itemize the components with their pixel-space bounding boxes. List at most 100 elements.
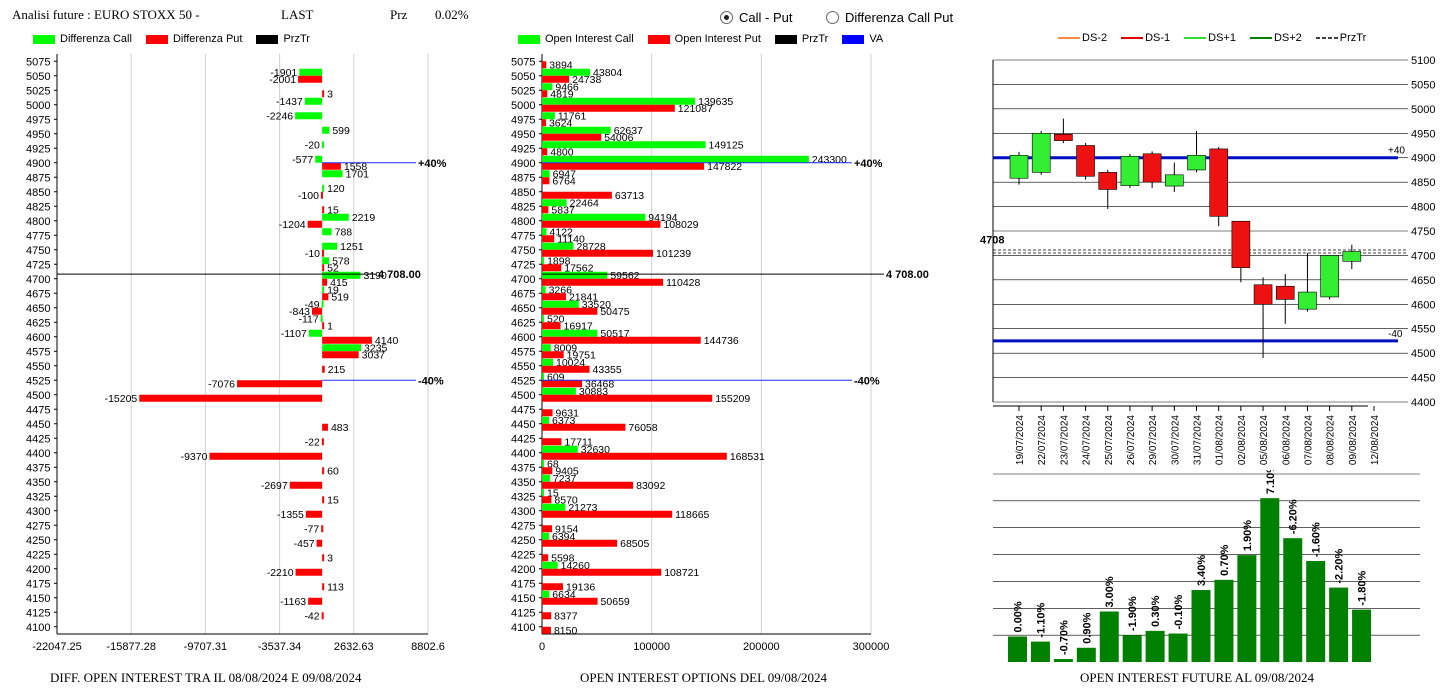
- bar-value-label: 519: [331, 291, 349, 303]
- put-bar: [322, 365, 325, 373]
- oi-bar: [1329, 587, 1349, 662]
- strike-label: 5000: [511, 100, 535, 112]
- put-bar: [542, 235, 555, 243]
- put-bar: [542, 162, 705, 170]
- call-bar: [542, 112, 555, 120]
- put-bar: [542, 307, 598, 315]
- put-bar: [322, 264, 325, 272]
- oi-bar: [1076, 647, 1096, 662]
- call-bar: [542, 286, 546, 294]
- strike-label: 5000: [26, 100, 50, 112]
- call-bar: [542, 329, 598, 337]
- bar-value-label: 11761: [558, 110, 587, 122]
- diff-oi-chart: -22047.25 -15877.28 -9707.31 -3537.34 2632.6…: [26, 54, 447, 653]
- call-swatch: [33, 34, 55, 44]
- bar-value-label: -577: [292, 154, 313, 166]
- strike-label: 4400: [511, 448, 535, 460]
- radio-off-icon: [826, 11, 839, 24]
- legend-left: Differenza Call Differenza Put PrzTr: [33, 33, 324, 45]
- put-bar: [320, 191, 323, 199]
- bar-value-label: 19: [327, 284, 339, 296]
- put-bar: [139, 394, 323, 402]
- prztr-label: 4708: [980, 235, 1004, 247]
- oi-bar-label: 0.30%: [1150, 595, 1162, 626]
- strike-label: 4675: [511, 288, 535, 300]
- legend-prztr-left: PrzTr: [256, 33, 310, 45]
- bar-value-label: -1107: [281, 328, 307, 340]
- oi-bar: [1214, 579, 1234, 662]
- radio-call-put[interactable]: Call - Put: [720, 10, 792, 25]
- bar-value-label: 1701: [346, 168, 370, 180]
- put-bar: [542, 568, 662, 576]
- bar-value-label: 24738: [572, 74, 601, 86]
- bar-value-label: -100: [298, 190, 319, 202]
- call-bar: [542, 257, 545, 265]
- legend-prztr-right-label: PrzTr: [1339, 32, 1367, 44]
- date-label: 09/08/2024: [1348, 415, 1359, 465]
- oi-bar: [1191, 590, 1211, 662]
- radio-differenza[interactable]: Differenza Call Put: [826, 10, 953, 25]
- y-tick-label: 5000: [1411, 104, 1435, 116]
- strike-label: 4675: [26, 288, 50, 300]
- va-label: +40: [1388, 146, 1405, 157]
- strike-label: 4300: [26, 506, 50, 518]
- put-bar: [322, 336, 372, 344]
- put-bar: [209, 452, 323, 460]
- oi-bar-label: -1.80%: [1357, 571, 1369, 606]
- strike-label: 4650: [26, 303, 50, 315]
- strike-label: 4500: [26, 390, 50, 402]
- oi-bar-label: -2.20%: [1334, 549, 1346, 584]
- bar-value-label: -10: [305, 248, 320, 260]
- put-bar: [542, 496, 552, 504]
- strike-label: 4725: [511, 259, 535, 271]
- put-bar: [312, 307, 323, 315]
- call-bar: [542, 68, 591, 76]
- put-bar: [542, 293, 566, 301]
- bar-value-label: 1: [327, 320, 333, 332]
- strike-label: 4875: [511, 172, 535, 184]
- strike-label: 4775: [511, 230, 535, 242]
- put-bar: [542, 351, 564, 359]
- strike-label: 4225: [511, 549, 535, 561]
- put-bar: [322, 583, 325, 591]
- x-tick-label: 0: [539, 641, 545, 653]
- bar-value-label: 54006: [604, 132, 633, 144]
- put-bar: [542, 336, 701, 344]
- strike-label: 4550: [26, 361, 50, 373]
- oi-bar: [1283, 538, 1303, 662]
- footer-left-title: DIFF. OPEN INTEREST TRA IL 08/08/2024 E …: [50, 670, 362, 685]
- strike-label: 5050: [511, 71, 535, 83]
- oi-bar: [1168, 633, 1188, 662]
- call-bar: [542, 489, 544, 497]
- date-label: 23/07/2024: [1059, 415, 1070, 465]
- x-tick-label: 2632.63: [334, 641, 374, 653]
- prztr-label: 4 708.00: [378, 269, 421, 281]
- call-bar: [321, 141, 324, 149]
- oi-bar-label: 0.00%: [1013, 601, 1025, 632]
- oi-bar: [1053, 659, 1073, 662]
- put-bar: [322, 249, 325, 257]
- call-bar: [542, 590, 550, 598]
- strike-label: 4100: [26, 622, 50, 634]
- x-tick-label: -22047.25: [32, 641, 82, 653]
- bar-value-label: 11140: [557, 233, 585, 245]
- call-bar: [542, 126, 611, 134]
- put-bar: [542, 278, 664, 286]
- put-swatch: [647, 34, 670, 44]
- strike-label: 4275: [511, 520, 535, 532]
- date-label: 08/08/2024: [1326, 415, 1337, 465]
- strike-label: 4950: [26, 129, 50, 141]
- call-bar: [542, 387, 576, 395]
- call-bar: [542, 300, 579, 308]
- strike-label: 4400: [26, 448, 50, 460]
- put-bar: [542, 583, 563, 591]
- bar-value-label: -1163: [280, 596, 306, 608]
- bar-value-label: -1901: [270, 67, 297, 79]
- bar-value-label: 76058: [628, 422, 657, 434]
- put-bar: [305, 510, 323, 518]
- bar-value-label: 19136: [566, 581, 595, 593]
- put-bar: [295, 568, 323, 576]
- call-bar: [542, 141, 706, 149]
- strike-label: 4175: [511, 578, 535, 590]
- bar-value-label: 3235: [364, 342, 388, 354]
